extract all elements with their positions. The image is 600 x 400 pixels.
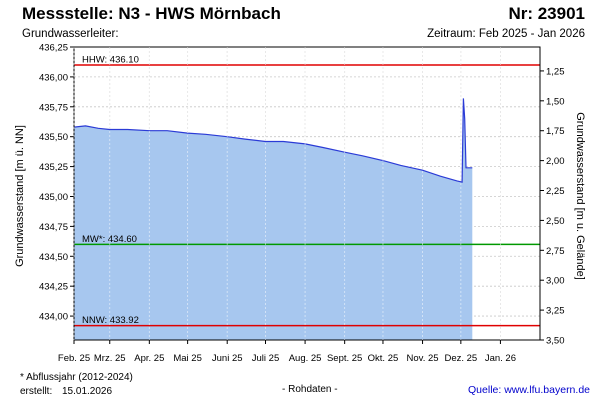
y-axis-left-ticks: 436,25 436,00 435,75 435,50 435,25 435,00 434,… [39, 43, 74, 323]
period-label: Zeitraum: Feb 2025 - Jan 2026 [427, 28, 585, 40]
y-left-tick-label-7: 434,50 [39, 252, 68, 263]
x-tick-label-6: Aug. 25 [289, 353, 322, 364]
y-right-tick-label-4: 2,25 [546, 186, 565, 197]
x-tick-label-4: Juni 25 [212, 353, 243, 364]
station-title: Messstelle: N3 - HWS Mörnbach [22, 4, 281, 23]
y-axis-right-ticks: 1,25 1,50 1,75 2,00 2,25 2,50 2,75 3,00 3,25 3,50 [540, 66, 565, 347]
y-left-tick-label-5: 435,00 [39, 192, 68, 203]
created-date: 15.01.2026 [62, 386, 113, 397]
y-right-tick-label-8: 3,25 [546, 306, 565, 317]
y-right-tick-label-7: 3,00 [546, 276, 565, 287]
source-link[interactable]: Quelle: www.lfu.bayern.de [468, 384, 590, 396]
y-left-tick-label-3: 435,50 [39, 132, 68, 143]
aquifer-label: Grundwasserleiter: [22, 28, 119, 40]
x-tick-label-5: Juli 25 [252, 353, 279, 364]
x-tick-label-11: Jan. 26 [485, 353, 516, 364]
reference-label-0: HHW: 436.10 [82, 54, 139, 65]
y-right-tick-label-5: 2,50 [546, 216, 565, 227]
created-label: erstellt: [20, 386, 53, 397]
y-right-tick-label-1: 1,50 [546, 96, 565, 107]
y-right-tick-label-9: 3,50 [546, 336, 565, 347]
reference-label-2: NNW: 433.92 [82, 315, 139, 326]
x-tick-label-1: Mrz. 25 [94, 353, 126, 364]
y-right-tick-label-0: 1,25 [546, 66, 565, 77]
y-left-tick-label-6: 434,75 [39, 222, 68, 233]
plot-frame [73, 46, 541, 341]
y-right-tick-label-3: 2,00 [546, 156, 565, 167]
y-axis-left-label: Grundwasserstand [m ü. NN] [14, 125, 26, 267]
footnote: * Abflussjahr (2012-2024) [20, 372, 133, 383]
x-tick-label-10: Dez. 25 [444, 353, 477, 364]
x-tick-label-9: Nov. 25 [407, 353, 439, 364]
x-tick-label-8: Okt. 25 [368, 353, 399, 364]
y-left-tick-label-2: 435,75 [39, 102, 68, 113]
y-right-tick-label-6: 2,75 [546, 246, 565, 257]
x-tick-label-7: Sept. 25 [327, 353, 362, 364]
x-tick-label-2: Apr. 25 [134, 353, 164, 364]
y-left-tick-label-0: 436,25 [39, 43, 68, 54]
raw-data-note: - Rohdaten - [282, 384, 338, 395]
y-left-tick-label-1: 436,00 [39, 72, 68, 83]
y-axis-right-label: Grundwasserstand [m u. Gelände] [574, 112, 586, 280]
x-tick-label-0: Feb. 25 [58, 353, 90, 364]
x-tick-label-3: Mai 25 [173, 353, 202, 364]
station-number: Nr: 23901 [508, 4, 585, 23]
y-left-tick-label-8: 434,25 [39, 282, 68, 293]
y-right-tick-label-2: 1,75 [546, 126, 565, 137]
x-axis-ticks: Feb. 25 Mrz. 25 Apr. 25 Mai 25 Juni 25 Juli 2… [58, 340, 516, 364]
y-left-tick-label-4: 435,25 [39, 162, 68, 173]
y-left-tick-label-9: 434,00 [39, 312, 68, 323]
